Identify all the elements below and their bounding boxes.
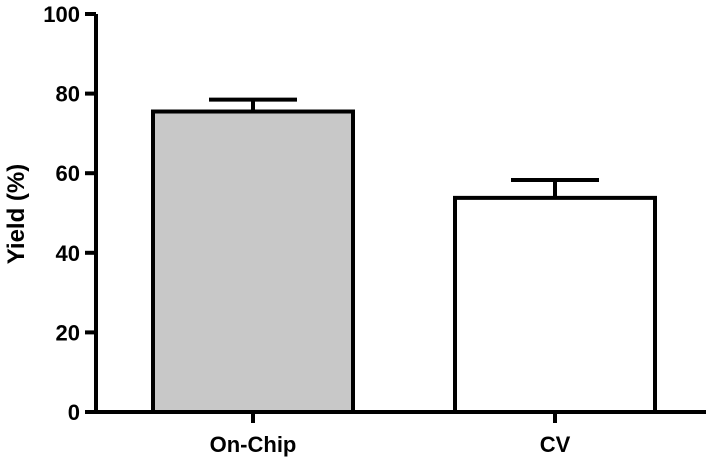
x-tick-label: CV (540, 432, 571, 457)
y-tick-label: 80 (56, 82, 80, 107)
bar-cv (453, 195, 657, 414)
x-tick-label: On-Chip (210, 432, 297, 457)
x-axis: On-Chip CV (94, 410, 706, 457)
y-axis-title: Yield (%) (3, 164, 30, 264)
bars-group (151, 109, 657, 414)
bar-on-chip (151, 109, 355, 414)
y-tick-label: 40 (56, 241, 80, 266)
y-tick-label: 20 (56, 320, 80, 345)
error-bars-group (209, 97, 599, 198)
y-tick-label: 60 (56, 161, 80, 186)
y-tick-label: 100 (43, 2, 80, 27)
y-tick-label: 0 (68, 400, 80, 425)
y-axis: 0 20 40 60 80 100 (43, 2, 98, 425)
